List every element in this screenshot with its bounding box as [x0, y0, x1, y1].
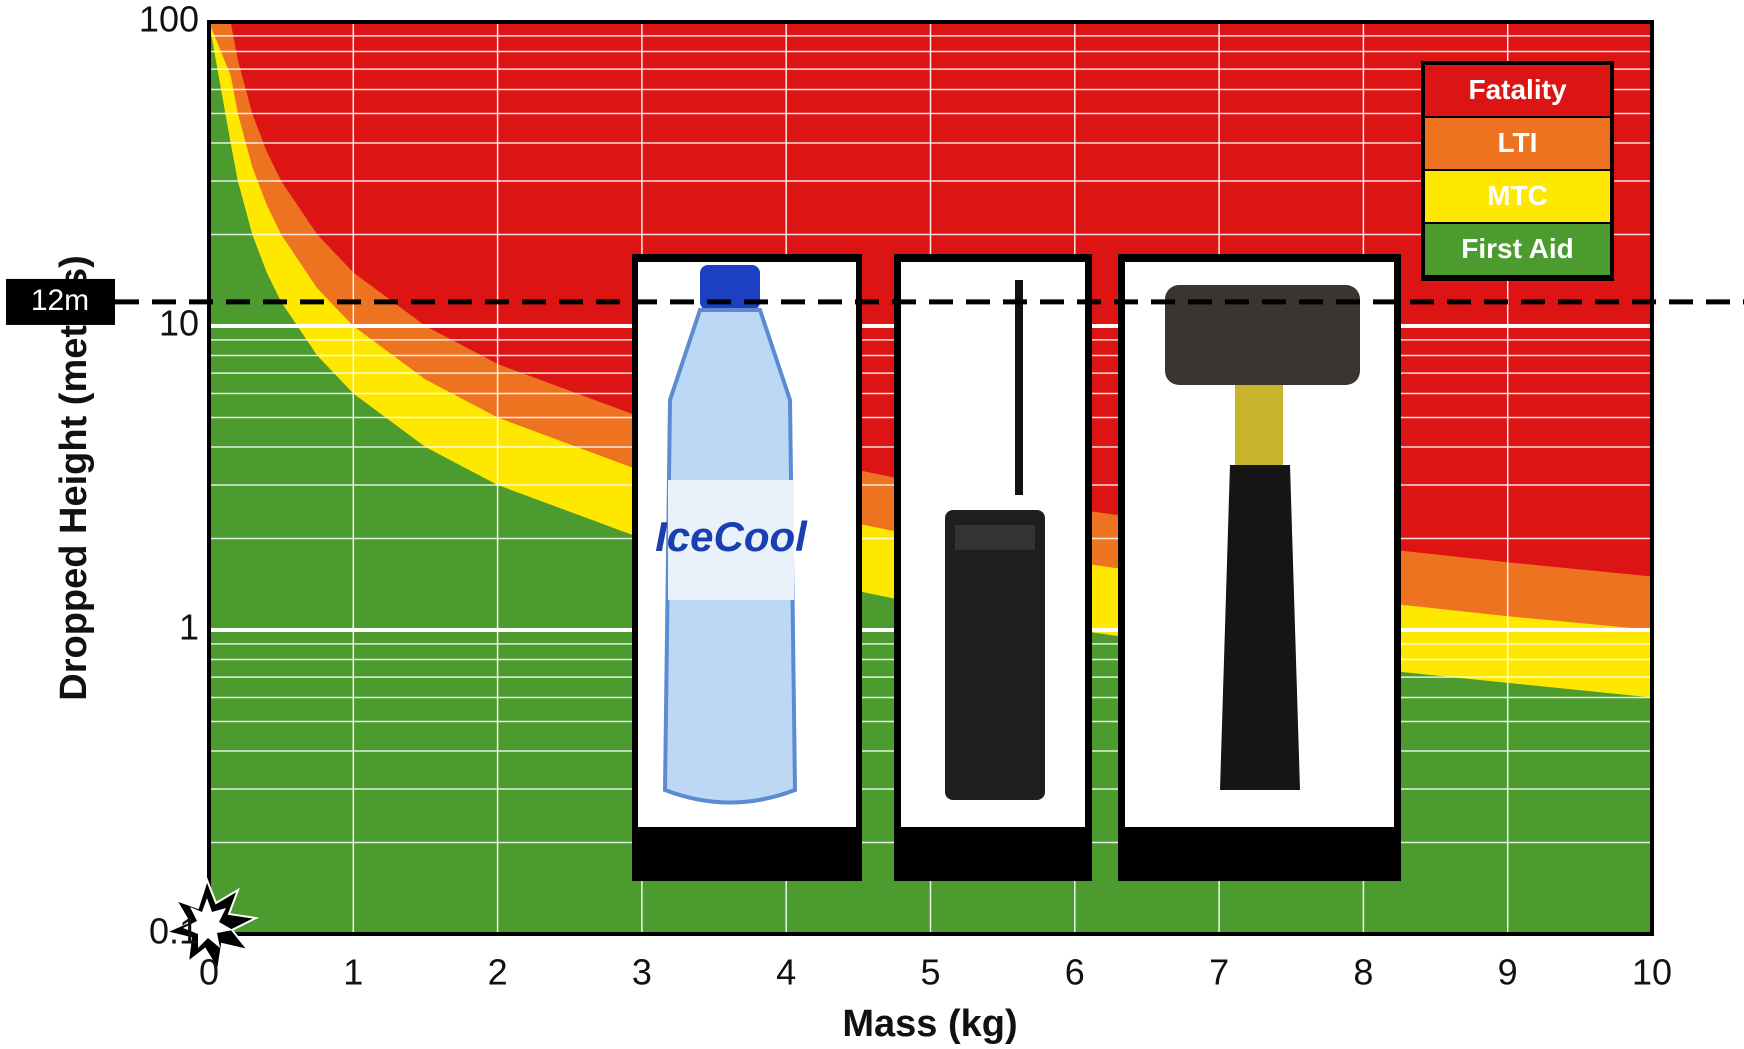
- y-tick-label: 0.1: [149, 911, 199, 952]
- x-axis-label: Mass (kg): [842, 1003, 1017, 1045]
- legend-label: Fatality: [1468, 74, 1566, 105]
- x-tick-label: 6: [1065, 952, 1085, 993]
- x-tick-label: 9: [1498, 952, 1518, 993]
- x-tick-label: 5: [920, 952, 940, 993]
- y-tick-label: 1: [179, 607, 199, 648]
- x-tick-label: 1: [343, 952, 363, 993]
- radio-photo: [894, 254, 1092, 881]
- hammer-photo: [1118, 254, 1401, 881]
- chart: Fatality LTI MTC First Aid IceCool Mass (kg…: [0, 0, 1744, 1049]
- x-tick-label: 4: [776, 952, 796, 993]
- x-tick-label: 10: [1632, 952, 1672, 993]
- y-tick-label: 100: [139, 0, 199, 40]
- legend-label: First Aid: [1461, 233, 1574, 264]
- x-tick-label: 2: [488, 952, 508, 993]
- y-tick-label: 10: [159, 303, 199, 344]
- x-tick-label: 0: [199, 952, 219, 993]
- x-tick-label: 3: [632, 952, 652, 993]
- x-tick-label: 8: [1353, 952, 1373, 993]
- annotation-label: 12m: [31, 284, 89, 317]
- legend-label: LTI: [1498, 127, 1538, 158]
- bottle-photo: IceCool: [632, 254, 862, 881]
- svg-text:IceCool: IceCool: [655, 513, 808, 560]
- legend-label: MTC: [1487, 180, 1548, 211]
- x-tick-label: 7: [1209, 952, 1229, 993]
